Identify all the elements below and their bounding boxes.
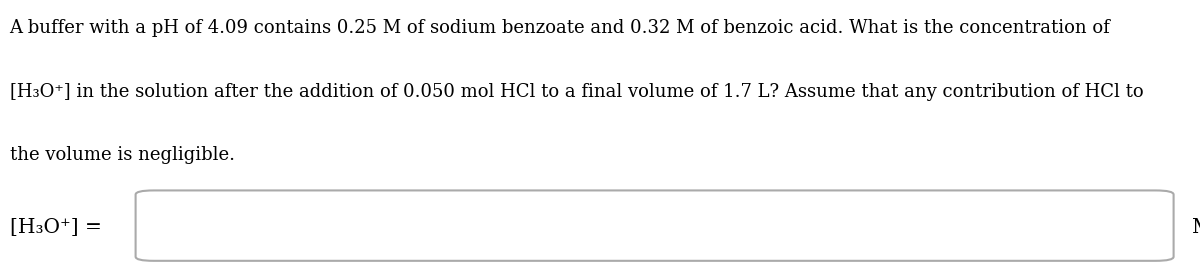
Text: A buffer with a pH of 4.09 contains 0.25 M of sodium benzoate and 0.32 M of benz: A buffer with a pH of 4.09 contains 0.25…: [10, 19, 1110, 37]
Text: M: M: [1192, 218, 1200, 237]
Text: the volume is negligible.: the volume is negligible.: [10, 146, 235, 164]
FancyBboxPatch shape: [136, 190, 1174, 261]
Text: [H₃O⁺] =: [H₃O⁺] =: [10, 218, 102, 237]
Text: [H₃O⁺] in the solution after the addition of 0.050 mol HCl to a final volume of : [H₃O⁺] in the solution after the additio…: [10, 83, 1144, 101]
